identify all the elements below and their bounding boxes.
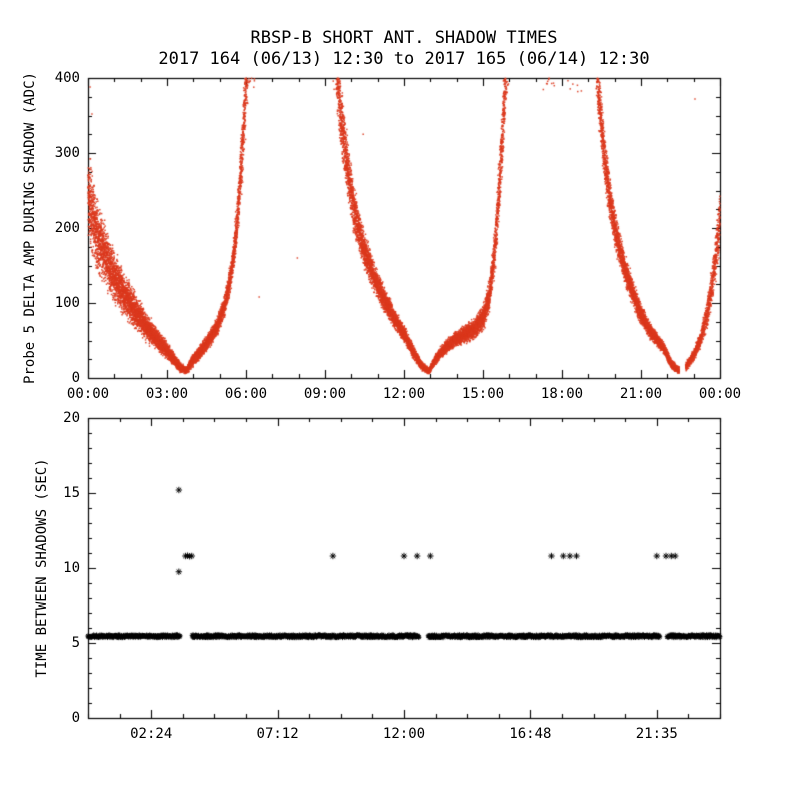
y-tick-label: 200 xyxy=(54,220,80,236)
y-tick-label: 100 xyxy=(54,295,80,311)
y-tick-label: 0 xyxy=(71,370,80,386)
x-tick-label: 21:00 xyxy=(619,386,663,402)
y-tick-label: 300 xyxy=(54,145,80,161)
x-tick-label: 12:00 xyxy=(382,386,426,402)
x-tick-label: 15:00 xyxy=(461,386,505,402)
y-tick-label: 400 xyxy=(54,70,80,86)
x-tick-label: 12:00 xyxy=(382,726,426,742)
x-tick-label: 09:00 xyxy=(303,386,347,402)
x-tick-label: 03:00 xyxy=(145,386,189,402)
y-tick-label: 0 xyxy=(71,710,80,726)
x-tick-label: 18:00 xyxy=(540,386,584,402)
x-tick-label: 07:12 xyxy=(256,726,299,742)
y-tick-label: 20 xyxy=(63,410,80,426)
y-tick-label: 5 xyxy=(71,635,80,651)
x-tick-label: 06:00 xyxy=(224,386,268,402)
chart-title: RBSP-B SHORT ANT. SHADOW TIMES xyxy=(250,28,558,48)
x-tick-label: 00:00 xyxy=(698,386,742,402)
x-tick-label: 16:48 xyxy=(509,726,552,742)
chart-subtitle: 2017 164 (06/13) 12:30 to 2017 165 (06/1… xyxy=(158,49,650,69)
x-tick-label: 00:00 xyxy=(66,386,110,402)
y-tick-label: 10 xyxy=(63,560,80,576)
x-tick-label: 21:35 xyxy=(635,726,678,742)
x-tick-label: 02:24 xyxy=(130,726,173,742)
y-tick-label: 15 xyxy=(63,485,80,501)
